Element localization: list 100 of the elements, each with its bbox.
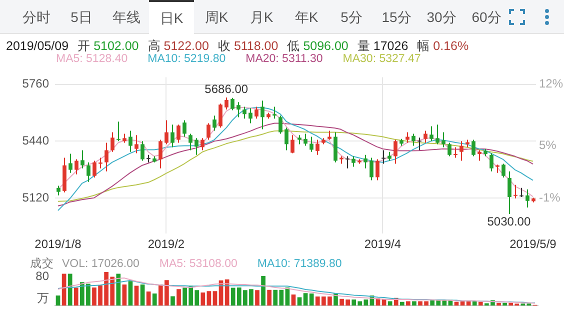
text: 80 [36, 269, 49, 283]
bar [406, 301, 410, 306]
candlestick [206, 122, 210, 140]
candlestick [236, 102, 240, 118]
candlestick [472, 139, 476, 157]
bar [478, 302, 483, 306]
candlestick [352, 156, 356, 168]
candlestick [194, 138, 198, 156]
candlestick [454, 146, 458, 158]
candlestick [334, 132, 338, 163]
text: 30分 [426, 8, 458, 27]
candlestick [328, 130, 332, 140]
candlestick [218, 103, 222, 128]
candlestick [128, 130, 132, 152]
candlestick [364, 154, 368, 169]
candlestick [164, 120, 168, 145]
candlestick [74, 158, 78, 175]
bar [176, 289, 181, 306]
x-tick-label: 2019/2 [148, 237, 185, 252]
x-tick-label: 2019/5/9 [510, 237, 557, 252]
candlestick [508, 170, 512, 215]
candlestick [260, 100, 264, 130]
candlestick [418, 137, 422, 151]
bar [68, 274, 72, 306]
bar [388, 301, 392, 306]
bar [291, 294, 296, 306]
series-label: VOL: 17026.00 [62, 258, 140, 270]
candlestick [520, 187, 524, 198]
candlestick [182, 120, 186, 138]
candlestick [170, 124, 174, 148]
bar [502, 302, 507, 306]
text: MA10: 5219.80 [148, 53, 226, 65]
y-tick-label: 5120 [22, 190, 50, 204]
bar [255, 290, 260, 306]
bar [364, 300, 368, 306]
candlestick [448, 142, 452, 157]
candlestick [442, 132, 446, 148]
bar [140, 284, 145, 306]
bar [128, 281, 133, 306]
bar [206, 291, 212, 306]
text: 5分 [340, 8, 364, 27]
text: 分时 [22, 8, 52, 27]
candlestick [116, 121, 120, 142]
text: 月K [248, 8, 274, 27]
bar [56, 296, 60, 306]
bar [412, 301, 416, 306]
candlestick [92, 160, 96, 178]
candlestick [176, 124, 180, 144]
candlestick [526, 188, 530, 208]
candlestick [200, 138, 204, 151]
text: 日K [149, 0, 194, 35]
bar [134, 286, 139, 306]
text: 60分 [470, 8, 502, 27]
x-tick-label: 2019/4 [364, 237, 402, 252]
candlestick [370, 157, 374, 181]
bar [400, 302, 404, 306]
candlestick [110, 132, 114, 152]
bar [309, 294, 314, 306]
candlestick [412, 133, 416, 146]
text: 年K [294, 8, 320, 27]
candlestick [134, 134, 138, 154]
candlestick [478, 150, 482, 162]
candlestick [98, 157, 102, 169]
candlestick [80, 150, 84, 169]
bar [74, 288, 78, 306]
text: 周K [204, 8, 230, 27]
bar [261, 276, 266, 306]
annotation: 5030.00 [487, 214, 531, 228]
y-tick-label: 5760 [22, 76, 50, 91]
candlestick [188, 133, 192, 151]
y2-tick-label: 5% [539, 138, 557, 152]
text: MA30: 5327.47 [342, 53, 421, 65]
candlestick [248, 108, 252, 124]
candlestick [242, 106, 246, 120]
annotation: 5686.00 [204, 82, 248, 96]
bar [303, 293, 308, 306]
candlestick [254, 106, 258, 120]
bar [267, 290, 272, 306]
candlestick [298, 134, 302, 145]
candlestick [430, 126, 434, 142]
candlestick [346, 156, 350, 169]
candlestick [460, 140, 464, 162]
text: 5日 [70, 8, 94, 27]
candlestick [290, 134, 294, 154]
candlestick [140, 140, 144, 162]
candlestick [310, 136, 314, 152]
series-label: MA10: 71389.80 [257, 258, 342, 270]
candlestick [278, 115, 282, 134]
y2-tick-label: 12% [539, 76, 564, 91]
candlestick [490, 152, 494, 172]
candlestick [56, 185, 60, 196]
y-axis-title: 万 [37, 290, 49, 305]
text: 年线 [112, 8, 142, 27]
candlestick [382, 150, 386, 164]
bar [200, 292, 206, 306]
bar [170, 296, 175, 306]
candlestick [424, 130, 428, 144]
text: 2019/05/09 开 5102.00 高 5122.00 收 5118.00 低 5096.00 量 17026 幅 0.16% [6, 39, 469, 53]
bar [152, 294, 157, 306]
candlestick [104, 142, 108, 172]
